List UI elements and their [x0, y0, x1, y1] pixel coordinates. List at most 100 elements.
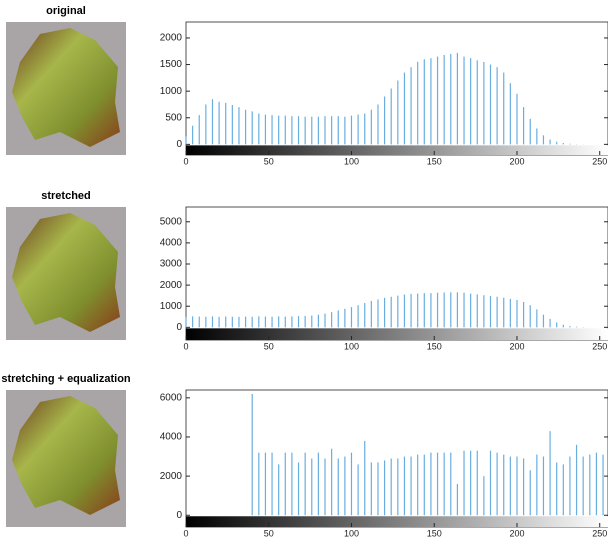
bar: [510, 299, 511, 328]
x-tick-label: 50: [264, 528, 274, 537]
bar: [543, 457, 544, 516]
y-tick-label: 500: [165, 112, 182, 123]
bar: [245, 110, 246, 145]
bar: [503, 455, 504, 516]
bar: [199, 115, 200, 144]
bar: [457, 484, 458, 515]
bar: [457, 53, 458, 145]
bar: [556, 462, 557, 515]
x-tick-label: 100: [344, 156, 359, 166]
bar: [285, 116, 286, 145]
bar: [324, 314, 325, 328]
bar: [344, 117, 345, 145]
bar: [298, 316, 299, 327]
bar: [463, 451, 464, 516]
y-tick-label: 0: [176, 510, 182, 521]
bar: [404, 295, 405, 328]
bar: [384, 96, 385, 144]
bar: [391, 459, 392, 516]
bar: [470, 451, 471, 516]
bar: [358, 305, 359, 327]
bar: [444, 293, 445, 328]
x-tick-label: 150: [427, 528, 442, 537]
x-tick-label: 200: [509, 528, 524, 537]
bar: [444, 453, 445, 516]
bar: [430, 58, 431, 144]
bar: [510, 457, 511, 516]
y-tick-label: 1000: [160, 301, 183, 312]
bar: [589, 455, 590, 516]
bar: [377, 299, 378, 327]
bar: [265, 317, 266, 328]
bar: [576, 327, 577, 328]
bar: [298, 116, 299, 144]
bar: [569, 144, 570, 145]
bar: [245, 317, 246, 328]
plot-area: [186, 390, 608, 527]
y-tick-label: 2000: [160, 33, 183, 44]
bar: [271, 115, 272, 144]
bar: [549, 140, 550, 145]
bar: [358, 464, 359, 515]
bar: [596, 453, 597, 516]
bar: [391, 89, 392, 145]
bar: [497, 297, 498, 328]
bar: [278, 464, 279, 515]
bar: [530, 470, 531, 515]
bar: [338, 459, 339, 516]
bar: [563, 464, 564, 515]
bar: [212, 99, 213, 144]
bar: [523, 459, 524, 516]
bar: [536, 455, 537, 516]
bar: [364, 114, 365, 145]
page: {"chart_data": [ {"type": "bar", "title"…: [0, 0, 608, 537]
bar: [232, 105, 233, 144]
bar: [523, 302, 524, 327]
bar: [457, 292, 458, 327]
bar: [463, 57, 464, 145]
bar: [305, 316, 306, 327]
bar: [391, 297, 392, 328]
y-tick-label: 2000: [160, 280, 183, 291]
y-tick-label: 1000: [160, 86, 183, 97]
bar: [397, 296, 398, 328]
bar: [265, 115, 266, 145]
bar: [185, 136, 186, 144]
bar: [516, 300, 517, 327]
bar: [252, 111, 253, 144]
colorbar: [186, 145, 608, 155]
x-tick-label: 200: [509, 341, 524, 351]
bar: [569, 326, 570, 327]
bar: [265, 453, 266, 516]
bar: [252, 394, 253, 515]
bar: [324, 459, 325, 516]
bar: [510, 83, 511, 144]
bar: [523, 107, 524, 144]
y-tick-label: 1500: [160, 59, 183, 70]
bar: [358, 115, 359, 145]
bar: [384, 460, 385, 515]
bar: [477, 60, 478, 144]
bar: [410, 294, 411, 327]
y-tick-label: 5000: [160, 216, 183, 227]
bar: [397, 459, 398, 516]
x-tick-label: 100: [344, 528, 359, 537]
bar: [503, 298, 504, 328]
bar: [199, 317, 200, 328]
bar: [225, 317, 226, 328]
bar: [218, 317, 219, 328]
x-tick-label: 0: [183, 528, 188, 537]
y-tick-label: 0: [176, 322, 182, 333]
bar: [602, 455, 603, 516]
bar: [536, 128, 537, 144]
bar: [470, 294, 471, 328]
bar: [205, 317, 206, 328]
bar: [450, 453, 451, 516]
bar: [450, 292, 451, 327]
bar: [477, 451, 478, 516]
bar: [516, 457, 517, 516]
bar: [404, 457, 405, 516]
x-tick-label: 50: [264, 156, 274, 166]
bar: [371, 462, 372, 515]
bar: [364, 303, 365, 327]
